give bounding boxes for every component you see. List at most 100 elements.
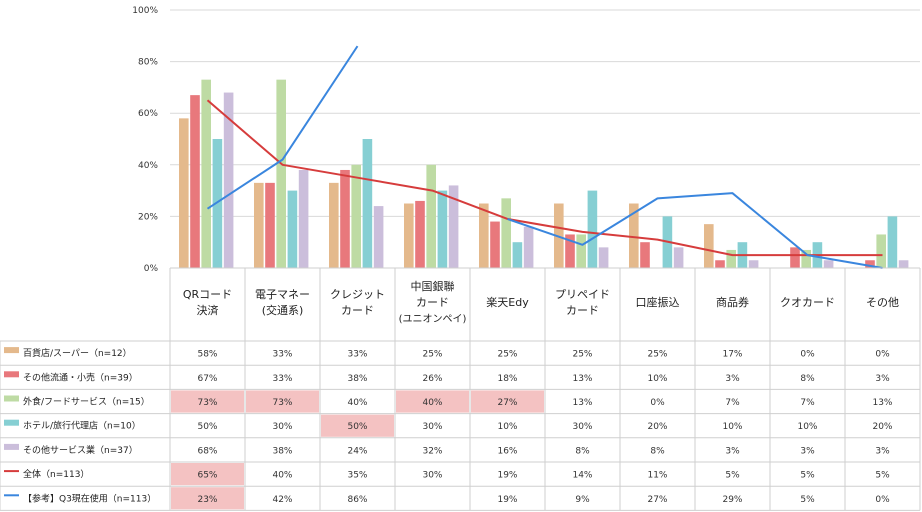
bar — [629, 203, 639, 268]
highlight-cell — [396, 390, 469, 413]
table-cell-value: 7% — [800, 398, 815, 408]
bar — [329, 182, 339, 268]
line-series-path — [507, 192, 883, 269]
bar — [190, 95, 200, 268]
legend-label: 外食/フードサービス（n=15） — [23, 396, 150, 408]
table-cell-value: 30% — [422, 471, 442, 481]
bar — [298, 169, 309, 268]
y-tick-label: 0% — [144, 264, 159, 274]
bar — [362, 139, 373, 268]
table-cell-value: 25% — [647, 350, 667, 360]
legend-label: その他サービス業（n=37） — [23, 444, 138, 456]
category-label: (ユニオンペイ) — [399, 313, 467, 325]
table-cell-value: 19% — [497, 471, 517, 481]
bar — [565, 234, 575, 268]
table-cell-value: 11% — [647, 471, 667, 481]
line-series-path — [206, 99, 883, 257]
bar — [865, 260, 875, 268]
table-cell-value: 27% — [497, 398, 517, 408]
bar — [715, 260, 725, 268]
bar — [726, 249, 736, 268]
table-cell-value: 40% — [272, 471, 292, 481]
table-cell-value: 3% — [800, 446, 815, 456]
category-label: (交通系) — [262, 303, 304, 317]
table-cell-value: 0% — [875, 350, 890, 360]
bar — [415, 200, 425, 268]
table-cell-value: 5% — [725, 471, 740, 481]
category-label: カード — [566, 304, 599, 317]
table-cell-value: 29% — [722, 495, 742, 505]
highlight-cell — [171, 390, 244, 413]
y-tick-label: 20% — [138, 212, 158, 222]
table-cell-value: 30% — [572, 422, 592, 432]
bar — [254, 182, 264, 268]
bar — [265, 182, 275, 268]
table-cell-value: 73% — [197, 398, 217, 408]
bar — [801, 249, 811, 268]
table-cell-value: 13% — [872, 398, 892, 408]
legend-label: ホテル/旅行代理店（n=10） — [23, 420, 141, 432]
bar — [276, 79, 286, 268]
table-cell-value: 40% — [347, 398, 367, 408]
category-label: 中国銀聯 — [411, 279, 455, 293]
bar — [704, 224, 714, 268]
table-cell-value: 13% — [572, 398, 592, 408]
table-cell-value: 5% — [800, 495, 815, 505]
y-tick-label: 100% — [132, 6, 158, 16]
legend-label: 百貨店/スーパー（n=12） — [23, 347, 132, 359]
table-cell-value: 65% — [197, 471, 217, 481]
category-label: 決済 — [197, 303, 219, 317]
bar — [351, 164, 361, 268]
line-series — [206, 45, 883, 269]
y-tick-label: 60% — [138, 109, 158, 119]
table-cell-value: 42% — [272, 495, 292, 505]
bar — [640, 242, 650, 268]
table-cell-value: 16% — [497, 446, 517, 456]
table-cell-value: 33% — [272, 374, 292, 384]
highlight-cell — [471, 390, 544, 413]
table-cell-value: 0% — [875, 495, 890, 505]
table-cell-value: 50% — [197, 422, 217, 432]
highlight-cell — [321, 414, 394, 437]
table-cell-value: 50% — [347, 422, 367, 432]
table-cell-value: 0% — [800, 350, 815, 360]
table-cell-value: 5% — [875, 471, 890, 481]
highlight-cell — [171, 487, 244, 510]
table-cell-value: 17% — [722, 350, 742, 360]
bar — [448, 185, 459, 268]
bar — [587, 190, 598, 268]
category-label: プリペイド — [555, 288, 610, 301]
table-cell-value: 68% — [197, 446, 217, 456]
legend-swatch — [4, 419, 19, 426]
y-tick-label: 40% — [138, 161, 158, 171]
table-cell-value: 20% — [872, 422, 892, 432]
category-label: その他 — [866, 296, 899, 309]
table-cell-value: 13% — [572, 374, 592, 384]
category-label: 口座振込 — [636, 295, 680, 309]
bar — [479, 203, 489, 268]
table-cell-value: 3% — [875, 374, 890, 384]
bar — [673, 247, 684, 268]
table-highlights — [171, 390, 544, 510]
bar — [523, 226, 534, 268]
bar — [287, 190, 298, 268]
category-label: カード — [341, 304, 374, 317]
table-cell-value: 14% — [572, 471, 592, 481]
table-cell-value: 3% — [875, 446, 890, 456]
legend-label: 【参考】Q3現在使用（n=113） — [23, 492, 156, 504]
table-cell-value: 73% — [272, 398, 292, 408]
table-cell-value: 8% — [800, 374, 815, 384]
table-cell-value: 32% — [422, 446, 442, 456]
table-cell-value: 58% — [197, 350, 217, 360]
bar — [748, 260, 759, 268]
table-cell-value: 27% — [647, 495, 667, 505]
bar — [404, 203, 414, 268]
table-cell-value: 33% — [347, 350, 367, 360]
table-cell-value: 35% — [347, 471, 367, 481]
bar — [823, 260, 834, 268]
table-cell-value: 30% — [422, 422, 442, 432]
y-tick-label: 80% — [138, 58, 158, 68]
bar — [179, 118, 189, 268]
table-cell-value: 20% — [647, 422, 667, 432]
